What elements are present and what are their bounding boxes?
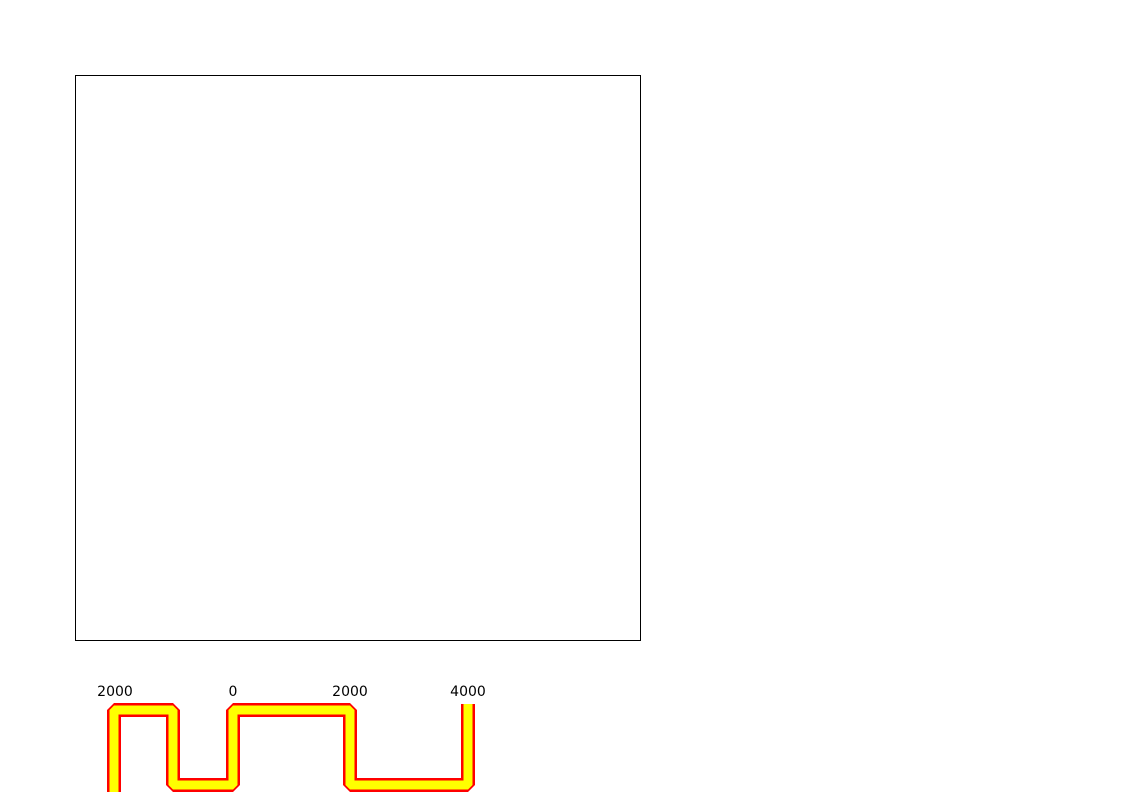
scale-label-4000: 4000	[450, 684, 486, 700]
scale-label-zero: 0	[228, 684, 238, 700]
scale-bar-fill	[109, 704, 473, 792]
main-frame	[75, 75, 641, 641]
scale-label-left-2000: 2000	[97, 684, 133, 700]
scale-bar-outline	[107, 703, 475, 792]
scale-label-right-2000: 2000	[332, 684, 368, 700]
